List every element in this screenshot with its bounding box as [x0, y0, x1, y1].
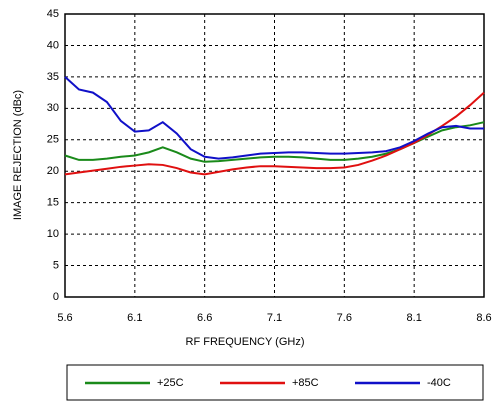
y-tick-label: 15 [47, 197, 59, 209]
legend-label: +25C [157, 377, 184, 389]
x-tick-label: 8.1 [407, 312, 422, 324]
x-tick-label: 8.6 [476, 312, 491, 324]
y-tick-label: 45 [47, 8, 59, 20]
y-tick-label: 35 [47, 71, 59, 83]
y-tick-label: 20 [47, 165, 59, 177]
legend-box [66, 364, 484, 401]
x-tick-label: 7.1 [267, 312, 282, 324]
y-tick-label: 5 [53, 259, 59, 271]
y-tick-label: 0 [53, 291, 59, 303]
y-tick-label: 10 [47, 228, 59, 240]
x-tick-label: 5.6 [57, 312, 72, 324]
x-tick-label: 6.1 [127, 312, 142, 324]
y-axis-label: IMAGE REJECTION (dBc) [12, 90, 24, 220]
x-tick-label: 6.6 [197, 312, 212, 324]
y-tick-label: 30 [47, 102, 59, 114]
y-tick-label: 40 [47, 39, 59, 51]
series-line [64, 91, 485, 176]
x-axis-label: RF FREQUENCY (GHz) [186, 336, 305, 348]
x-tick-label: 7.6 [337, 312, 352, 324]
series-line [64, 76, 484, 160]
legend-label: +85C [292, 377, 319, 389]
legend-label: -40C [427, 377, 451, 389]
y-tick-label: 25 [47, 134, 59, 146]
